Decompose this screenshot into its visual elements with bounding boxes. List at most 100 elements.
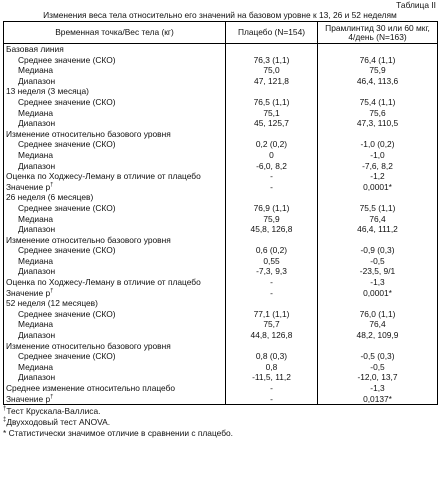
row-label-text: Медиана — [18, 65, 53, 75]
row-label: Значение p† — [4, 288, 226, 299]
pramlintide-value: -1,0 (0,2) — [318, 139, 438, 150]
placebo-value: 77,1 (1,1) — [226, 309, 318, 320]
placebo-value: - — [226, 288, 318, 299]
row-label-text: Медиана — [18, 108, 53, 118]
placebo-value: -7,3, 9,3 — [226, 266, 318, 277]
row-label-text: Среднее значение (СКО) — [18, 139, 116, 149]
placebo-value: - — [226, 394, 318, 405]
pramlintide-value — [318, 341, 438, 352]
footnote-marker: † — [50, 288, 53, 294]
row-label: Среднее значение (СКО) — [4, 97, 226, 108]
row-label: 13 неделя (3 месяца) — [4, 86, 226, 97]
placebo-value — [226, 298, 318, 309]
row-label: Медиана — [4, 108, 226, 119]
placebo-value — [226, 235, 318, 246]
row-label: Медиана — [4, 319, 226, 330]
header-pramlintide-line2: 4/день (N=163) — [348, 32, 406, 42]
pramlintide-value: 0,0137* — [318, 394, 438, 405]
table-row: Среднее значение (СКО)76,9 (1,1)75,5 (1,… — [4, 203, 438, 214]
document-page: Таблица II Изменения веса тела относител… — [3, 0, 437, 438]
row-label: Диапазон — [4, 161, 226, 172]
placebo-value: -6,0, 8,2 — [226, 161, 318, 172]
table-row: Оценка по Ходжесу-Леману в отличие от пл… — [4, 171, 438, 182]
placebo-value: 47, 121,8 — [226, 76, 318, 87]
data-table: Временная точка/Вес тела (кг) Плацебо (N… — [3, 21, 438, 405]
row-label: Медиана — [4, 214, 226, 225]
row-label: Оценка по Ходжесу-Леману в отличие от пл… — [4, 277, 226, 288]
row-label: Медиана — [4, 256, 226, 267]
table-row: Базовая линия — [4, 44, 438, 55]
pramlintide-value: -1,0 — [318, 150, 438, 161]
row-label-text: Диапазон — [18, 224, 55, 234]
row-label: Среднее изменение относительно плацебо — [4, 383, 226, 394]
row-label: Диапазон — [4, 330, 226, 341]
row-label-text: Изменение относительно базового уровня — [6, 341, 171, 351]
table-row: Диапазон44,8, 126,848,2, 109,9 — [4, 330, 438, 341]
row-label-text: Значение p — [6, 288, 50, 298]
table-row: 13 неделя (3 месяца) — [4, 86, 438, 97]
placebo-value: 0,6 (0,2) — [226, 245, 318, 256]
placebo-value: 76,9 (1,1) — [226, 203, 318, 214]
header-pramlintide-line1: Прамлинтид 30 или 60 мкг, — [325, 23, 430, 33]
table-row: Медиана0-1,0 — [4, 150, 438, 161]
pramlintide-value — [318, 129, 438, 140]
table-row: Диапазон45,8, 126,846,4, 111,2 — [4, 224, 438, 235]
row-label: Медиана — [4, 65, 226, 76]
row-label-text: Диапазон — [18, 118, 55, 128]
placebo-value: 44,8, 126,8 — [226, 330, 318, 341]
table-row: Диапазон -6,0, 8,2-7,6, 8,2 — [4, 161, 438, 172]
pramlintide-value: -7,6, 8,2 — [318, 161, 438, 172]
row-label-text: Значение p — [6, 182, 50, 192]
placebo-value: -11,5, 11,2 — [226, 372, 318, 383]
footnote: * Статистически значимое отличие в сравн… — [3, 428, 437, 439]
footnote-marker: † — [50, 182, 53, 188]
table-row: Медиана75,776,4 — [4, 319, 438, 330]
table-row: Медиана75,075,9 — [4, 65, 438, 76]
table-row: Среднее изменение относительно плацебо--… — [4, 383, 438, 394]
row-label: 52 неделя (12 месяцев) — [4, 298, 226, 309]
table-row: Значение p†-0,0001* — [4, 182, 438, 193]
table-row: Среднее значение (СКО)77,1 (1,1)76,0 (1,… — [4, 309, 438, 320]
pramlintide-value: -23,5, 9/1 — [318, 266, 438, 277]
row-label: Диапазон — [4, 76, 226, 87]
table-row: Медиана0,55-0,5 — [4, 256, 438, 267]
placebo-value: 76,5 (1,1) — [226, 97, 318, 108]
pramlintide-value: 76,4 — [318, 214, 438, 225]
row-label: Среднее значение (СКО) — [4, 309, 226, 320]
row-label: Значение p† — [4, 394, 226, 405]
row-label-text: Диапазон — [18, 330, 55, 340]
row-label-text: Изменение относительно базового уровня — [6, 129, 171, 139]
placebo-value: 75,9 — [226, 214, 318, 225]
table-row: Изменение относительно базового уровня — [4, 235, 438, 246]
pramlintide-value: 76,4 (1,1) — [318, 55, 438, 66]
table-row: Медиана0,8-0,5 — [4, 362, 438, 373]
row-label: Диапазон — [4, 118, 226, 129]
pramlintide-value: -0,5 (0,3) — [318, 351, 438, 362]
placebo-value: 0,8 — [226, 362, 318, 373]
footnotes: †Тест Крускала-Валлиса.‡Двухходовый тест… — [3, 406, 437, 438]
footnote-text: Тест Крускала-Валлиса. — [6, 406, 100, 416]
pramlintide-value: 76,0 (1,1) — [318, 309, 438, 320]
row-label-text: Оценка по Ходжесу-Леману в отличие от пл… — [6, 277, 201, 287]
row-label: Среднее значение (СКО) — [4, 245, 226, 256]
pramlintide-value: 47,3, 110,5 — [318, 118, 438, 129]
footnote-text: * Статистически значимое отличие в сравн… — [3, 428, 233, 438]
table-row: Изменение относительно базового уровня — [4, 129, 438, 140]
placebo-value: - — [226, 277, 318, 288]
row-label: Изменение относительно базового уровня — [4, 129, 226, 140]
row-label-text: Среднее значение (СКО) — [18, 245, 116, 255]
table-row: 52 неделя (12 месяцев) — [4, 298, 438, 309]
row-label: Оценка по Ходжесу-Леману в отличие от пл… — [4, 171, 226, 182]
placebo-value — [226, 192, 318, 203]
table-body: Базовая линияСреднее значение (СКО)76,3 … — [4, 44, 438, 405]
row-label: Диапазон — [4, 266, 226, 277]
pramlintide-value — [318, 235, 438, 246]
footnote: †Тест Крускала-Валлиса. — [3, 406, 437, 417]
table-row: Медиана75,175,6 — [4, 108, 438, 119]
table-row: Значение p†-0,0137* — [4, 394, 438, 405]
table-row: Медиана75,976,4 — [4, 214, 438, 225]
row-label-text: Диапазон — [18, 161, 55, 171]
row-label-text: Среднее значение (СКО) — [18, 55, 116, 65]
table-row: Значение p†-0,0001* — [4, 288, 438, 299]
header-row: Временная точка/Вес тела (кг) Плацебо (N… — [4, 22, 438, 44]
